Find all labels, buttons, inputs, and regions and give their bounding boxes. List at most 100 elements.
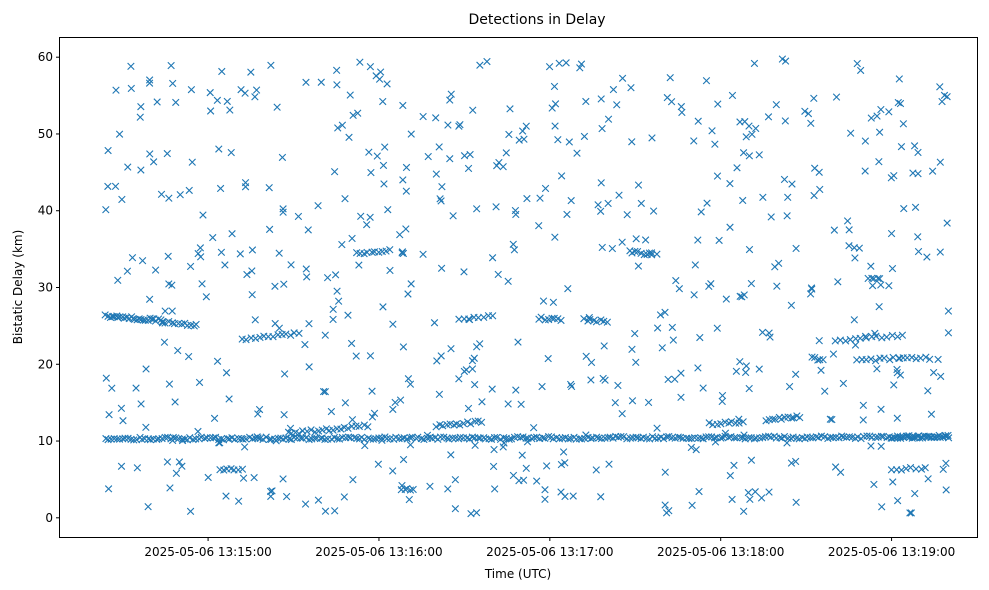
data-point [130, 436, 138, 444]
data-point [468, 357, 477, 365]
data-point [778, 55, 787, 63]
data-point [379, 303, 387, 311]
data-point [771, 415, 779, 423]
data-point [104, 182, 112, 191]
data-point [279, 205, 287, 213]
data-point [668, 323, 677, 332]
data-point [551, 233, 559, 241]
data-point [168, 307, 176, 315]
data-point [247, 68, 255, 76]
data-point [631, 329, 639, 338]
data-point [846, 129, 855, 137]
data-point [661, 501, 669, 509]
data-point [338, 240, 346, 249]
data-point [361, 441, 369, 450]
data-point [816, 185, 824, 194]
data-point [877, 105, 885, 114]
data-point [504, 400, 512, 408]
data-point [528, 435, 536, 443]
data-point [851, 341, 860, 349]
data-point [708, 127, 716, 135]
data-point [750, 59, 759, 68]
data-point [766, 333, 774, 341]
data-point [334, 297, 343, 305]
data-point [764, 432, 773, 440]
data-point [396, 396, 405, 404]
data-point [280, 280, 288, 288]
data-point [519, 476, 528, 484]
data-point [239, 435, 247, 443]
data-point [726, 223, 734, 231]
data-point [251, 316, 259, 324]
data-point [545, 63, 554, 71]
data-point [711, 438, 720, 446]
data-point [142, 423, 150, 431]
data-point [333, 81, 341, 89]
data-point [488, 385, 496, 393]
data-point [275, 249, 283, 257]
data-point [718, 391, 727, 400]
data-point [236, 250, 244, 258]
data-point [158, 319, 167, 327]
data-point [223, 97, 231, 106]
data-point [204, 473, 212, 482]
data-point [672, 276, 680, 285]
data-point [838, 432, 846, 440]
data-point [319, 387, 328, 396]
data-point [897, 142, 906, 151]
data-point [437, 197, 445, 205]
data-point [362, 220, 371, 229]
data-point [321, 387, 329, 396]
data-point [939, 465, 947, 474]
data-point [285, 435, 294, 443]
data-point [221, 261, 229, 269]
data-point [900, 204, 908, 213]
data-point [379, 97, 387, 106]
data-point [529, 423, 538, 432]
data-point [282, 330, 290, 338]
data-point [928, 167, 937, 175]
data-point [557, 172, 566, 180]
data-point [402, 225, 410, 233]
data-point [707, 280, 715, 288]
data-point [262, 433, 270, 441]
data-point [344, 311, 352, 319]
data-point [470, 380, 479, 389]
data-point [718, 397, 726, 406]
data-point [541, 434, 549, 442]
data-point [561, 459, 569, 467]
data-point [517, 400, 525, 409]
data-point [287, 261, 295, 269]
data-point [510, 246, 519, 254]
data-point [940, 91, 949, 100]
data-point [730, 461, 738, 470]
data-point [656, 311, 665, 319]
data-point [925, 355, 934, 364]
data-point [468, 365, 477, 373]
data-point [218, 67, 226, 76]
data-point [755, 151, 763, 159]
data-point [895, 75, 904, 83]
data-point [323, 273, 332, 282]
data-point [184, 352, 193, 361]
data-point [878, 503, 886, 511]
data-point [902, 464, 910, 473]
data-point [859, 401, 868, 409]
data-point [380, 180, 388, 188]
data-point [647, 249, 656, 257]
data-point [597, 95, 605, 103]
data-point [544, 354, 552, 363]
data-point [471, 441, 479, 449]
data-point [253, 433, 261, 441]
data-point [792, 498, 800, 507]
data-point [807, 119, 815, 128]
data-point [924, 387, 932, 395]
data-point [867, 114, 875, 122]
data-point [186, 507, 195, 516]
data-point [438, 183, 446, 191]
data-point [406, 433, 414, 442]
data-point [280, 410, 288, 419]
data-point [476, 61, 484, 69]
data-point [745, 433, 753, 442]
data-point [936, 83, 944, 91]
